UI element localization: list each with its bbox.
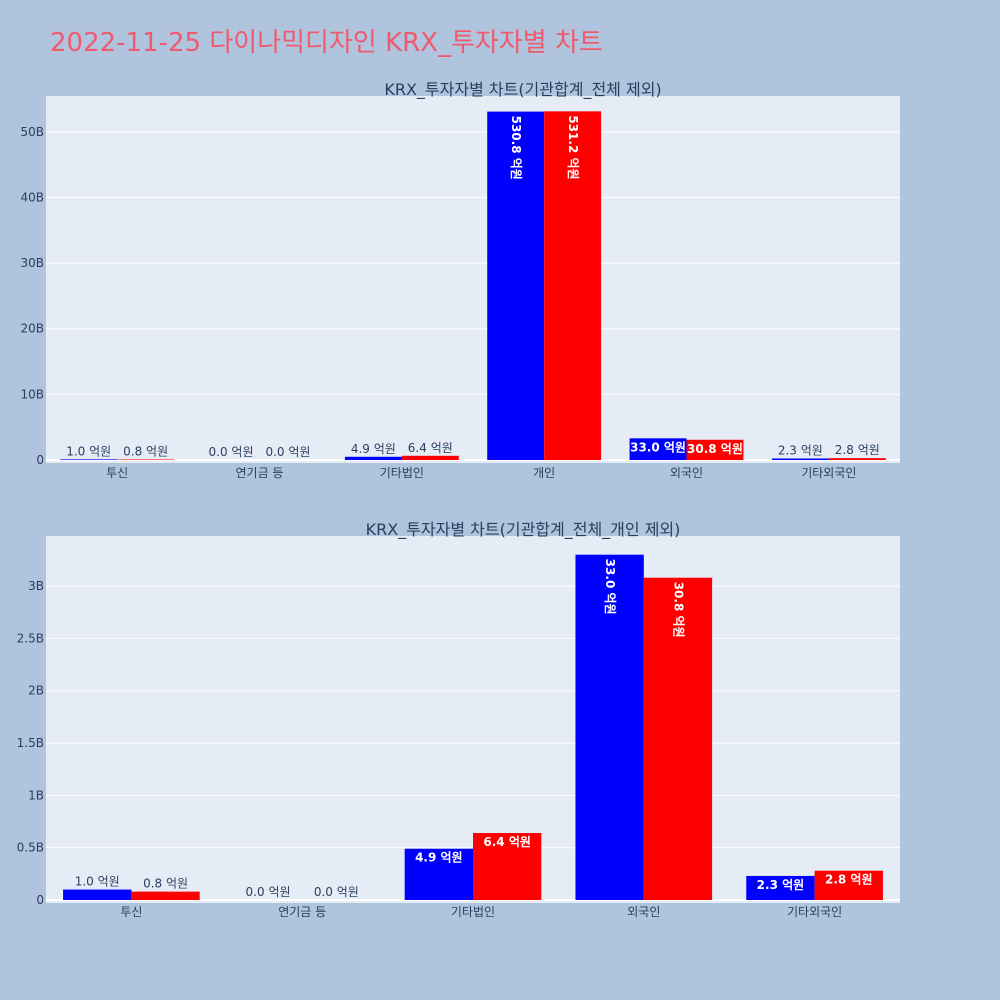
y-tick-label: 30B xyxy=(20,256,44,270)
y-tick-label: 0.5B xyxy=(17,841,44,855)
bar xyxy=(814,870,883,900)
bar xyxy=(771,458,829,460)
data-label: 0.0 억원 xyxy=(209,445,254,459)
bar xyxy=(63,889,132,900)
y-tick-label: 40B xyxy=(20,190,44,204)
y-tick-label: 50B xyxy=(20,125,44,139)
data-label: 4.9 억원 xyxy=(415,851,463,865)
bar xyxy=(828,458,886,460)
data-label: 0.8 억원 xyxy=(143,877,188,891)
bar xyxy=(487,111,545,461)
x-tick-label: 연기금 등 xyxy=(236,466,284,480)
y-tick-label: 20B xyxy=(20,322,44,336)
x-tick-label: 투신 xyxy=(106,466,128,480)
chart-title: KRX_투자자별 차트(기관합계_전체_개인 제외) xyxy=(366,520,681,540)
data-label: 0.0 억원 xyxy=(265,445,310,459)
data-label: 33.0 억원 xyxy=(603,559,617,615)
data-label: 0.0 억원 xyxy=(246,885,291,899)
bar xyxy=(746,875,815,900)
chart-all-investors: KRX_투자자별 차트(기관합계_전체 제외) 0 10B 20B 30B 40B 50B 투… xyxy=(20,80,900,480)
data-label: 2.8 억원 xyxy=(835,443,880,457)
bar xyxy=(131,891,200,900)
chart-title: KRX_투자자별 차트(기관합계_전체 제외) xyxy=(384,80,661,100)
y-tick-label: 2B xyxy=(28,684,44,698)
bar xyxy=(117,459,175,460)
bar xyxy=(60,459,118,460)
y-tick-label: 1B xyxy=(28,788,44,802)
data-label: 0.8 억원 xyxy=(123,444,168,458)
bar xyxy=(401,455,459,460)
data-label: 30.8 억원 xyxy=(687,442,743,456)
x-tick-label: 외국인 xyxy=(670,466,703,480)
bar xyxy=(404,848,473,900)
bar xyxy=(575,554,644,900)
x-tick-label: 기타외국인 xyxy=(787,905,842,919)
y-tick-label: 0 xyxy=(36,893,44,907)
bar xyxy=(686,439,744,460)
data-label: 6.4 억원 xyxy=(483,835,531,849)
x-tick-label: 외국인 xyxy=(627,905,660,919)
y-tick-label: 2.5B xyxy=(17,631,44,645)
bar xyxy=(473,833,542,900)
x-tick-label: 연기금 등 xyxy=(278,905,326,919)
data-label: 531.2 억원 xyxy=(566,115,580,179)
y-tick-label: 1.5B xyxy=(17,736,44,750)
y-tick-label: 3B xyxy=(28,579,44,593)
data-label: 530.8 억원 xyxy=(509,116,523,180)
y-tick-label: 10B xyxy=(20,387,44,401)
data-label: 2.3 억원 xyxy=(778,443,823,457)
data-label: 30.8 억원 xyxy=(671,582,685,638)
data-label: 4.9 억원 xyxy=(351,442,396,456)
x-tick-label: 투신 xyxy=(120,905,142,919)
y-tick-label: 0 xyxy=(36,453,44,467)
page-title: 2022-11-25 다이나믹디자인 KRX_투자자별 차트 xyxy=(50,28,603,58)
x-tick-label: 기타외국인 xyxy=(801,466,856,480)
bar xyxy=(629,438,687,460)
data-label: 1.0 억원 xyxy=(75,875,120,889)
data-label: 2.3 억원 xyxy=(757,878,805,892)
x-tick-label: 기타법인 xyxy=(380,466,424,480)
x-tick-label: 기타법인 xyxy=(451,905,495,919)
x-tick-label: 개인 xyxy=(533,466,555,480)
data-label: 6.4 억원 xyxy=(408,441,453,455)
bar xyxy=(544,111,602,461)
data-label: 1.0 억원 xyxy=(66,444,111,458)
data-label: 33.0 억원 xyxy=(630,440,686,454)
bar xyxy=(344,456,402,460)
data-label: 0.0 억원 xyxy=(314,885,359,899)
bar xyxy=(643,577,713,900)
data-label: 2.8 억원 xyxy=(825,873,873,887)
plot-area xyxy=(46,96,900,463)
chart-excluding-individual: KRX_투자자별 차트(기관합계_전체_개인 제외) 0 0.5B 1B 1.5B 2B 2… xyxy=(17,520,900,919)
